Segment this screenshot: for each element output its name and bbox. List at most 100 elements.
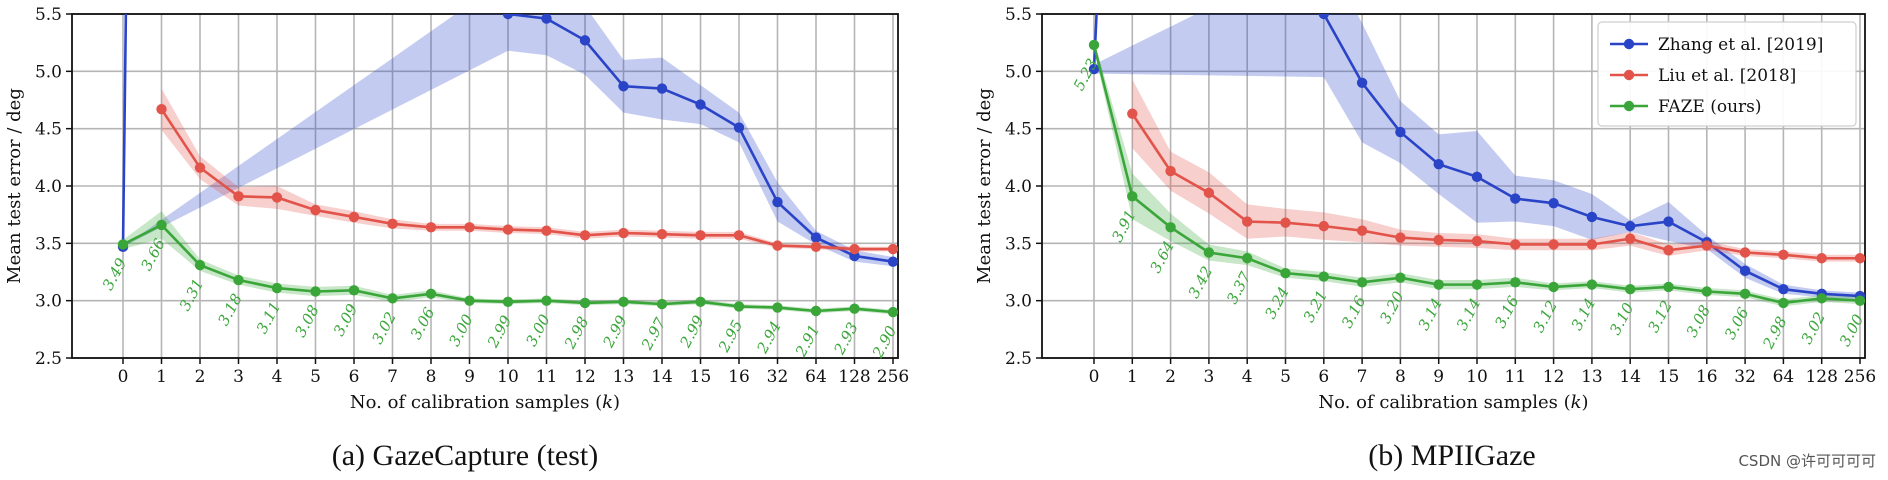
data-label: 5.23 — [1070, 56, 1102, 94]
point-faze — [887, 306, 898, 318]
data-label: 3.00 — [1836, 311, 1868, 349]
x-tick-label: 9 — [464, 367, 475, 387]
data-label: 3.31 — [176, 276, 208, 314]
x-tick-label: 3 — [1203, 367, 1214, 387]
x-tick-label: 14 — [1619, 367, 1641, 387]
point-liu — [194, 162, 206, 173]
x-tick-label: 10 — [497, 367, 519, 387]
data-label: 3.00 — [522, 311, 554, 349]
data-label: 2.99 — [676, 312, 708, 351]
x-tick-label: 256 — [1844, 367, 1876, 387]
point-zhang — [1625, 220, 1636, 232]
point-faze — [1395, 272, 1406, 283]
point-liu — [1854, 253, 1865, 264]
x-tick-label: 15 — [690, 367, 712, 387]
point-faze — [1318, 271, 1330, 282]
data-label: 2.91 — [791, 322, 823, 361]
point-liu — [310, 204, 321, 216]
data-label: 2.93 — [830, 319, 862, 358]
data-label: 3.18 — [214, 291, 246, 329]
x-tick-label: 12 — [1543, 367, 1565, 387]
legend-marker-liu — [1623, 69, 1635, 81]
y-axis-label: Mean test error / deg — [974, 88, 995, 284]
x-tick-label: 10 — [1466, 367, 1488, 387]
point-zhang — [772, 196, 783, 208]
data-label: 3.11 — [253, 299, 285, 337]
point-liu — [1701, 240, 1713, 251]
x-tick-label: 5 — [310, 367, 321, 387]
x-tick-label: 1 — [1127, 367, 1138, 387]
x-tick-label: 6 — [1318, 367, 1329, 387]
x-tick-label: 3 — [233, 367, 244, 387]
x-tick-label: 5 — [1280, 367, 1291, 387]
x-tick-label: 6 — [349, 367, 360, 387]
x-tick-label: 128 — [1805, 367, 1837, 387]
point-zhang — [1510, 193, 1521, 204]
legend-marker-zhang — [1623, 38, 1635, 50]
point-faze — [1625, 284, 1636, 295]
point-liu — [1778, 249, 1789, 260]
line-zhang-spike — [1092, 14, 1098, 70]
data-label: 3.24 — [1261, 284, 1293, 322]
point-faze — [1854, 295, 1865, 306]
x-tick-label: 0 — [118, 367, 129, 387]
point-liu — [733, 230, 745, 241]
point-liu — [695, 230, 706, 241]
point-liu — [387, 218, 398, 230]
data-label: 3.12 — [1644, 298, 1676, 336]
point-faze — [271, 282, 283, 294]
y-tick-label: 2.5 — [35, 349, 62, 369]
data-label: 3.06 — [407, 304, 439, 342]
chart-caption: (a) GazeCapture (test) — [332, 439, 599, 472]
y-tick-label: 4.0 — [35, 177, 62, 197]
point-liu — [1318, 220, 1330, 232]
x-tick-label: 12 — [574, 367, 596, 387]
x-tick-label: 0 — [1089, 367, 1100, 387]
y-tick-label: 4.5 — [35, 120, 62, 140]
point-liu — [618, 227, 629, 239]
y-tick-label: 5.0 — [1005, 62, 1032, 82]
data-label: 3.12 — [1529, 298, 1561, 336]
x-tick-label: 64 — [1773, 367, 1795, 387]
point-liu — [502, 224, 514, 235]
point-liu — [1280, 217, 1291, 228]
data-label: 3.42 — [1185, 263, 1217, 301]
x-axis-label: No. of calibration samples (k) — [350, 392, 620, 413]
point-faze — [502, 296, 514, 308]
point-liu — [464, 222, 475, 233]
legend: Zhang et al. [2019] Liu et al. [2018] FAZE… — [1597, 21, 1857, 127]
point-liu — [1356, 225, 1368, 236]
line-liu — [160, 108, 893, 251]
data-label: 2.90 — [868, 322, 900, 361]
point-zhang — [1663, 216, 1674, 227]
point-faze — [348, 285, 360, 296]
y-tick-label: 5.0 — [35, 62, 62, 82]
x-tick-label: 32 — [767, 367, 789, 387]
x-tick-label: 256 — [877, 367, 909, 387]
point-zhang — [541, 14, 552, 24]
data-label: 2.95 — [714, 317, 746, 356]
legend-label-liu: Liu et al. [2018] — [1658, 66, 1796, 86]
y-tick-label: 3.5 — [1005, 234, 1032, 254]
point-zhang — [733, 122, 745, 133]
point-faze — [387, 293, 398, 304]
point-zhang — [1586, 211, 1598, 223]
data-label: 3.20 — [1376, 288, 1408, 326]
point-faze — [117, 239, 129, 250]
y-tick-label: 3.0 — [35, 292, 62, 312]
point-liu — [810, 241, 822, 252]
point-faze — [233, 274, 244, 286]
point-faze — [425, 288, 437, 299]
data-label: 3.49 — [99, 255, 131, 293]
point-liu — [656, 228, 668, 240]
x-tick-label: 7 — [1357, 367, 1368, 387]
y-tick-label: 3.0 — [1005, 292, 1032, 312]
point-zhang — [1356, 77, 1368, 89]
point-faze — [1356, 277, 1368, 288]
data-label: 3.08 — [1683, 302, 1715, 340]
point-faze — [1778, 297, 1789, 309]
point-faze — [1510, 277, 1521, 288]
point-liu — [156, 103, 167, 115]
point-faze — [1816, 293, 1827, 304]
point-faze — [1088, 39, 1100, 51]
